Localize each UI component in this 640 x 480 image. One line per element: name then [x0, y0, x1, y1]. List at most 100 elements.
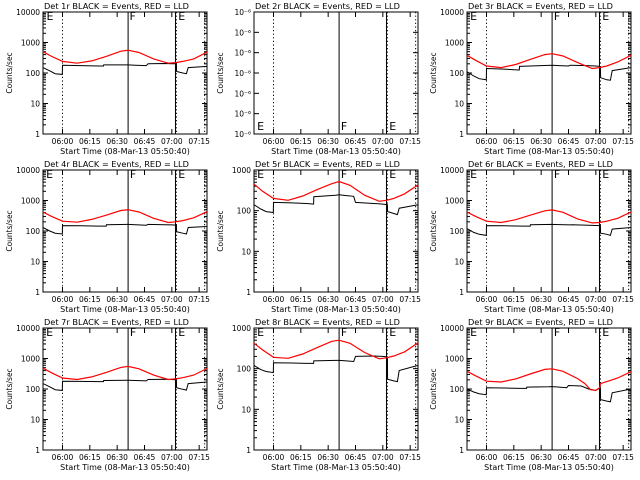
y-tick-label: 1 — [459, 288, 464, 297]
x-tick-label: 06:15 — [503, 453, 525, 462]
x-tick-label: 06:15 — [79, 295, 101, 304]
marker-f-label: F — [554, 326, 560, 339]
y-axis-label: Counts/sec — [5, 210, 14, 251]
panel-det-2: Det 2r BLACK = Events, RED = LLD 10⁻⁶ 10⁻⁶… — [216, 1, 421, 156]
x-tick-label: 06:00 — [263, 453, 285, 462]
plot-frame — [253, 11, 419, 135]
marker-e-label: E — [389, 168, 396, 181]
marker-e-label: E — [470, 10, 477, 23]
marker-f-label: F — [341, 168, 347, 181]
y-tick-label: 10 — [30, 258, 40, 267]
y-tick-label: 100 — [26, 385, 41, 394]
marker-e-label: E — [178, 10, 185, 23]
x-tick-label: 06:00 — [263, 137, 285, 146]
x-axis-label: Start Time (08-Mar-13 05:50:40) — [484, 305, 614, 314]
y-tick-label: 10 — [241, 247, 251, 256]
x-tick-label: 07:15 — [612, 137, 634, 146]
y-tick-label: 10000 — [16, 166, 40, 175]
events-series-line — [253, 194, 419, 216]
lld-series-line — [42, 49, 208, 64]
marker-e-label: E — [46, 10, 53, 23]
panel-title: Det 9r BLACK = Events, RED = LLD — [468, 317, 613, 327]
panel-title: Det 7r BLACK = Events, RED = LLD — [44, 317, 189, 327]
y-tick-label: 1000 — [21, 355, 40, 364]
x-axis-label: Start Time (08-Mar-13 05:50:40) — [271, 147, 401, 156]
y-axis-label: Counts/sec — [216, 52, 225, 93]
y-tick-label: 10000 — [16, 8, 40, 17]
y-tick-label: 10 — [241, 405, 251, 414]
x-tick-label: 07:15 — [399, 137, 421, 146]
marker-f-label: F — [130, 10, 136, 23]
x-tick-label: 07:15 — [612, 453, 634, 462]
panel-det-5: Det 5r BLACK = Events, RED = LLD 1 10 100 10… — [216, 159, 421, 314]
y-tick-label: 1 — [35, 446, 40, 455]
y-tick-label: 1 — [35, 130, 40, 139]
y-axis-label: Counts/sec — [429, 52, 438, 93]
y-tick-label: 10⁻⁶ — [234, 110, 251, 119]
x-tick-label: 07:15 — [399, 453, 421, 462]
y-tick-label: 100 — [26, 69, 41, 78]
marker-e-label: E — [602, 10, 609, 23]
lld-series-line — [466, 209, 632, 224]
marker-e-label: E — [178, 168, 185, 181]
y-axis-label: Counts/sec — [429, 210, 438, 251]
x-tick-label: 06:45 — [134, 137, 156, 146]
x-tick-label: 07:15 — [188, 295, 210, 304]
panel-title: Det 6r BLACK = Events, RED = LLD — [468, 159, 613, 169]
plot-frame — [466, 327, 632, 451]
x-tick-label: 07:00 — [585, 453, 607, 462]
marker-e-label: E — [46, 168, 53, 181]
panel-title: Det 4r BLACK = Events, RED = LLD — [44, 159, 189, 169]
y-axis-label: Counts/sec — [429, 368, 438, 409]
x-tick-label: 06:45 — [134, 453, 156, 462]
y-tick-label: 1 — [246, 288, 251, 297]
x-tick-label: 06:45 — [558, 295, 580, 304]
y-tick-label: 10000 — [440, 166, 464, 175]
x-axis-label: Start Time (08-Mar-13 05:50:40) — [271, 305, 401, 314]
panel-det-1: Det 1r BLACK = Events, RED = LLD 1 10 100 10… — [5, 1, 210, 156]
x-tick-label: 06:00 — [52, 453, 74, 462]
y-tick-label: 1000 — [232, 324, 251, 333]
x-tick-label: 07:00 — [161, 137, 183, 146]
x-tick-label: 06:45 — [345, 137, 367, 146]
events-series-line — [42, 223, 208, 235]
y-tick-label: 100 — [237, 365, 252, 374]
plot-frame — [253, 327, 419, 451]
y-tick-label: 10000 — [440, 8, 464, 17]
marker-e-label: E — [470, 168, 477, 181]
panel-det-9: Det 9r BLACK = Events, RED = LLD 1 10 100 10… — [429, 317, 634, 472]
marker-f-label: F — [554, 10, 560, 23]
y-tick-label: 10⁻⁶ — [234, 69, 251, 78]
lld-series-line — [466, 53, 632, 70]
x-tick-label: 07:00 — [161, 295, 183, 304]
marker-e-label: E — [257, 326, 264, 339]
panel-title: Det 5r BLACK = Events, RED = LLD — [255, 159, 400, 169]
lld-series-line — [253, 180, 419, 202]
x-tick-label: 06:00 — [263, 295, 285, 304]
panel-det-3: Det 3r BLACK = Events, RED = LLD 1 10 100 10… — [429, 1, 634, 156]
x-axis-label: Start Time (08-Mar-13 05:50:40) — [484, 147, 614, 156]
panel-det-8: Det 8r BLACK = Events, RED = LLD 1 10 100 10… — [216, 317, 421, 472]
y-tick-label: 1000 — [21, 197, 40, 206]
y-tick-label: 100 — [237, 207, 252, 216]
y-tick-label: 1000 — [21, 39, 40, 48]
panel-det-6: Det 6r BLACK = Events, RED = LLD 1 10 100 10… — [429, 159, 634, 314]
marker-e-label: E — [46, 326, 53, 339]
x-tick-label: 06:00 — [52, 295, 74, 304]
y-tick-label: 100 — [26, 227, 41, 236]
panel-title: Det 3r BLACK = Events, RED = LLD — [468, 1, 613, 11]
x-tick-label: 07:00 — [372, 453, 394, 462]
lld-series-line — [42, 209, 208, 224]
panel-det-7: Det 7r BLACK = Events, RED = LLD 1 10 100 10… — [5, 317, 210, 472]
x-tick-label: 06:00 — [476, 137, 498, 146]
x-tick-label: 07:00 — [585, 137, 607, 146]
x-tick-label: 07:00 — [372, 295, 394, 304]
marker-f-label: F — [554, 168, 560, 181]
plot-frame — [253, 169, 419, 293]
x-tick-label: 06:15 — [503, 295, 525, 304]
x-tick-label: 06:15 — [503, 137, 525, 146]
x-tick-label: 06:30 — [530, 295, 552, 304]
lld-series-line — [42, 365, 208, 381]
y-tick-label: 1000 — [445, 39, 464, 48]
y-tick-label: 10⁻⁶ — [234, 130, 251, 139]
